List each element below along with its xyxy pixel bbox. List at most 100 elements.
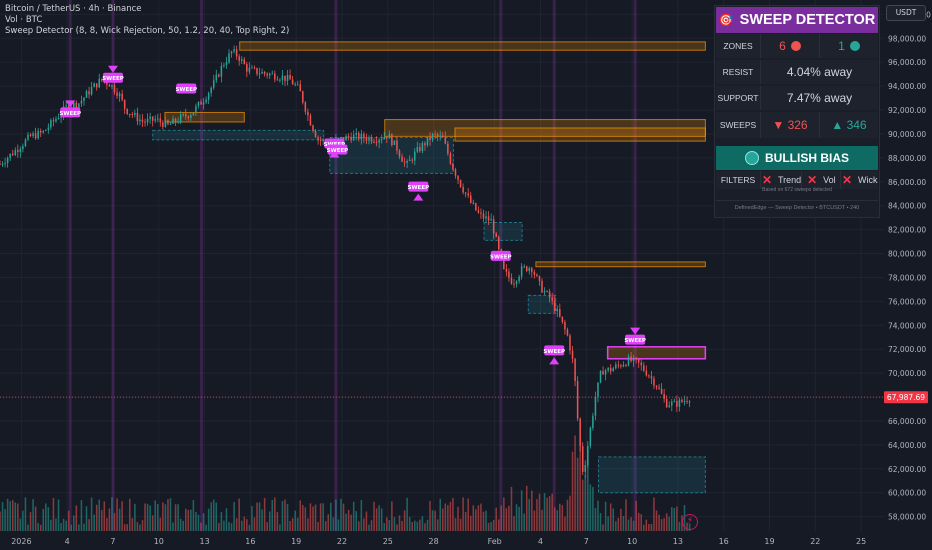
sweep-label-box [327, 144, 348, 155]
volume-bar [45, 503, 47, 531]
volume-bar [121, 501, 123, 531]
volume-bar [67, 510, 70, 531]
volume-bar [592, 487, 594, 531]
volume-bar [373, 501, 375, 531]
candle-body [121, 93, 123, 100]
volume-bar [581, 479, 584, 531]
symbol-title[interactable]: Bitcoin / TetherUS · 4h · Binance [5, 4, 142, 14]
candle-body [579, 418, 581, 447]
volume-bar [515, 504, 518, 531]
candle-body [139, 119, 141, 122]
candle-body [220, 65, 223, 77]
volume-bar [447, 505, 449, 531]
volume-bar [246, 519, 248, 531]
candle-body [370, 137, 373, 142]
candle-body [98, 78, 101, 88]
currency-button[interactable]: USDT [886, 5, 926, 21]
support-zone [152, 129, 325, 141]
volume-bar [587, 449, 589, 531]
candle-body [233, 49, 235, 52]
candle-body [556, 309, 559, 312]
candle-body [625, 364, 627, 366]
candle-body [388, 134, 391, 139]
volume-bar [342, 503, 345, 531]
candle-body [202, 102, 205, 105]
sweep-arrow-down [65, 100, 76, 108]
candle-body [599, 371, 602, 383]
volume-bar [240, 520, 243, 531]
candle-body [436, 134, 439, 137]
volume-indicator-label[interactable]: Vol · BTC [5, 15, 43, 25]
candle-body [230, 51, 233, 54]
volume-bar [230, 523, 233, 531]
panel-title: 🎯 SWEEP DETECTOR [716, 7, 878, 33]
volume-bar [510, 486, 513, 531]
last-price-tag [884, 391, 928, 404]
volume-bar [314, 504, 317, 531]
candle-body [17, 150, 19, 153]
volume-bar [571, 451, 574, 531]
candle-body [442, 135, 444, 138]
candle-body [307, 111, 309, 116]
candle-body [363, 133, 365, 139]
volume-bar [602, 524, 604, 531]
candle-body [482, 213, 485, 219]
candle-body [467, 193, 469, 196]
candle-body [485, 216, 487, 219]
volume-bar [157, 504, 159, 531]
volume-bar [469, 515, 472, 531]
candle-body [106, 81, 108, 85]
y-tick-label: 74,000.00 [888, 321, 926, 330]
candle-body [490, 219, 492, 221]
volume-bar [528, 499, 531, 531]
volume-bar [391, 501, 393, 531]
volume-bar [480, 503, 482, 531]
candle-body [492, 219, 495, 234]
x-tick-label: 16 [245, 537, 255, 546]
candle-body [317, 137, 319, 140]
volume-bar [98, 499, 101, 531]
volume-bar [444, 503, 447, 531]
volume-bar [281, 501, 284, 531]
volume-bar [243, 516, 246, 531]
panel-footnote: Based on 672 sweeps detected [762, 187, 832, 193]
resistance-zone [535, 261, 706, 268]
volume-bar [90, 497, 93, 531]
volume-bar [426, 519, 429, 531]
sweep-label-box [176, 83, 197, 94]
candle-body [47, 127, 50, 130]
volume-bar [291, 518, 294, 531]
panel-title-text: SWEEP DETECTOR [739, 12, 876, 28]
candle-body [505, 268, 508, 272]
volume-bar [1, 502, 4, 531]
volume-bar [50, 519, 52, 531]
volume-bar [261, 509, 263, 531]
filter-vol-label: Vol [823, 175, 836, 185]
sweep-indicator-label[interactable]: Sweep Detector (8, 8, Wick Rejection, 50… [5, 26, 290, 36]
volume-bar [459, 518, 462, 531]
candle-body [263, 71, 266, 74]
volume-bar [299, 500, 302, 531]
lightning-icon[interactable]: ⚡ [682, 514, 698, 530]
volume-bar [518, 506, 520, 531]
volume-bar [0, 511, 1, 531]
candle-body [553, 300, 556, 312]
volume-bar [454, 518, 457, 531]
resist-row: RESIST 4.04% away [716, 60, 878, 84]
volume-bar [184, 508, 187, 531]
candle-body [29, 134, 32, 136]
candle-body [561, 316, 564, 322]
volume-bar [676, 506, 678, 531]
volume-bar [520, 490, 523, 531]
y-tick-label: 60,000.00 [888, 489, 926, 498]
candle-body [421, 143, 424, 152]
x-tick-label: 25 [856, 537, 866, 546]
candle-body [383, 137, 386, 140]
candle-body [207, 92, 210, 100]
volume-bar [39, 524, 42, 531]
y-tick-label: 66,000.00 [888, 417, 926, 426]
candle-body [464, 192, 467, 194]
candle-body [258, 73, 261, 75]
volume-bar [289, 520, 291, 531]
volume-bar [279, 524, 281, 531]
